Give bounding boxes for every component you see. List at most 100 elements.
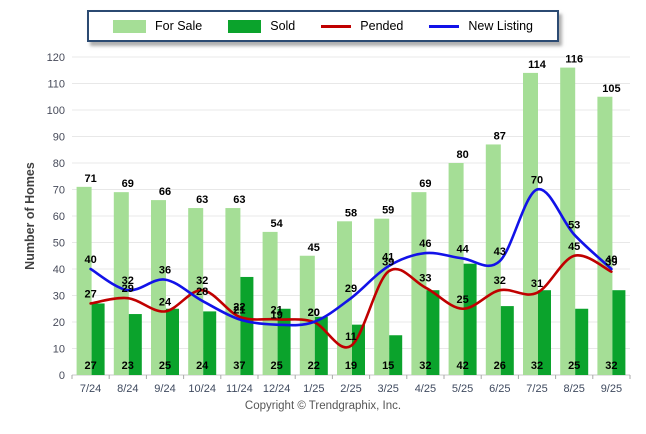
y-tick-label: 50 (53, 238, 65, 250)
sold-value-label: 25 (159, 360, 171, 372)
sold-bar (240, 276, 254, 375)
pended-value-label: 29 (122, 283, 134, 295)
new-listing-value-label: 19 (270, 310, 282, 322)
legend-item-pended: Pended (321, 19, 403, 33)
legend-line-swatch-3 (429, 24, 460, 28)
for-sale-bar (374, 218, 390, 375)
new-listing-value-label: 40 (605, 254, 617, 266)
for-sale-value-label: 54 (270, 218, 283, 230)
for-sale-value-label: 63 (233, 194, 245, 206)
sold-bar (128, 314, 142, 375)
legend-item-for-sale: For Sale (112, 19, 203, 33)
new-listing-value-label: 28 (196, 286, 208, 298)
x-tick-label: 9/25 (601, 383, 622, 395)
for-sale-bar (448, 163, 464, 375)
copyright-text: Copyright © Trendgraphix, Inc. (244, 400, 402, 412)
y-tick-label: 40 (53, 264, 65, 276)
for-sale-value-label: 87 (494, 130, 506, 142)
new-listing-value-label: 46 (419, 238, 431, 250)
x-tick-label: 12/24 (263, 383, 291, 395)
sold-value-label: 32 (419, 360, 431, 372)
pended-value-label: 20 (308, 307, 320, 319)
sold-bar (389, 335, 403, 375)
legend-label: Sold (270, 19, 296, 33)
sold-bar (203, 311, 217, 375)
for-sale-bar (337, 221, 352, 375)
new-listing-value-label: 70 (531, 175, 543, 187)
pended-value-label: 32 (494, 275, 506, 287)
x-tick-label: 8/24 (117, 383, 138, 395)
x-tick-label: 8/25 (563, 383, 584, 395)
x-tick-label: 6/25 (489, 383, 510, 395)
sold-bar (575, 308, 589, 375)
legend-swatch-1 (228, 19, 262, 33)
for-sale-bar (151, 200, 166, 375)
x-tick-label: 1/25 (303, 383, 324, 395)
y-tick-label: 10 (53, 344, 65, 356)
sold-value-label: 27 (84, 360, 96, 372)
sold-bar (538, 290, 551, 375)
for-sale-value-label: 114 (528, 59, 547, 71)
pended-value-label: 39 (382, 257, 394, 269)
for-sale-bar (113, 192, 129, 375)
chart-legend: For Sale Sold Pended New Listing (86, 10, 560, 42)
pended-value-label: 31 (531, 278, 543, 290)
for-sale-value-label: 71 (84, 173, 96, 185)
pended-value-label: 11 (345, 331, 357, 343)
x-tick-label: 7/25 (526, 383, 547, 395)
y-tick-label: 60 (53, 211, 65, 223)
legend-swatch-0 (112, 19, 146, 33)
for-sale-value-label: 45 (308, 242, 320, 254)
new-listing-value-label: 41 (382, 251, 394, 263)
for-sale-bar (225, 208, 241, 375)
sold-bar (612, 290, 626, 375)
y-tick-label: 110 (47, 79, 65, 91)
new-listing-value-label: 44 (456, 243, 469, 255)
legend-label: For Sale (154, 19, 203, 33)
for-sale-value-label: 80 (456, 149, 468, 161)
legend-label: New Listing (468, 19, 534, 33)
new-listing-value-label: 40 (84, 254, 96, 266)
pended-value-label: 39 (605, 257, 617, 269)
new-listing-value-label: 53 (568, 220, 580, 232)
legend-item-new-listing: New Listing (429, 19, 533, 33)
sold-bar (463, 263, 477, 375)
sold-value-label: 25 (568, 360, 580, 372)
pended-line (89, 254, 613, 349)
for-sale-value-label: 63 (196, 194, 208, 206)
x-tick-label: 11/24 (226, 383, 253, 395)
y-tick-label: 120 (47, 52, 65, 64)
x-tick-label: 10/24 (188, 383, 216, 395)
for-sale-value-label: 66 (159, 186, 171, 198)
x-tick-label: 2/25 (340, 383, 361, 395)
new-listing-value-label: 20 (308, 307, 320, 319)
for-sale-bar (262, 231, 278, 375)
x-tick-label: 4/25 (415, 383, 436, 395)
for-sale-bar (485, 144, 501, 375)
sold-value-label: 19 (345, 360, 357, 372)
for-sale-value-label: 116 (565, 54, 583, 66)
legend-item-sold: Sold (228, 19, 295, 33)
sold-bar (91, 303, 105, 375)
sold-bar (166, 308, 179, 375)
x-tick-label: 5/25 (452, 383, 473, 395)
sold-value-label: 23 (122, 360, 134, 372)
sold-value-label: 42 (456, 360, 468, 372)
sold-bar (426, 290, 440, 375)
for-sale-value-label: 105 (602, 83, 620, 95)
pended-value-label: 25 (456, 294, 468, 306)
sold-value-label: 25 (270, 360, 282, 372)
x-tick-label: 7/24 (80, 383, 101, 395)
sold-value-label: 15 (382, 360, 394, 372)
pended-value-label: 32 (196, 275, 208, 287)
y-tick-label: 80 (53, 158, 65, 170)
pended-value-label: 27 (84, 288, 96, 300)
new-listing-value-label: 43 (494, 246, 506, 258)
for-sale-bar (523, 72, 538, 376)
sold-bar (352, 324, 365, 375)
y-tick-label: 0 (59, 370, 65, 382)
new-listing-line (89, 188, 613, 327)
x-tick-label: 9/24 (154, 383, 175, 395)
for-sale-value-label: 69 (122, 178, 134, 190)
